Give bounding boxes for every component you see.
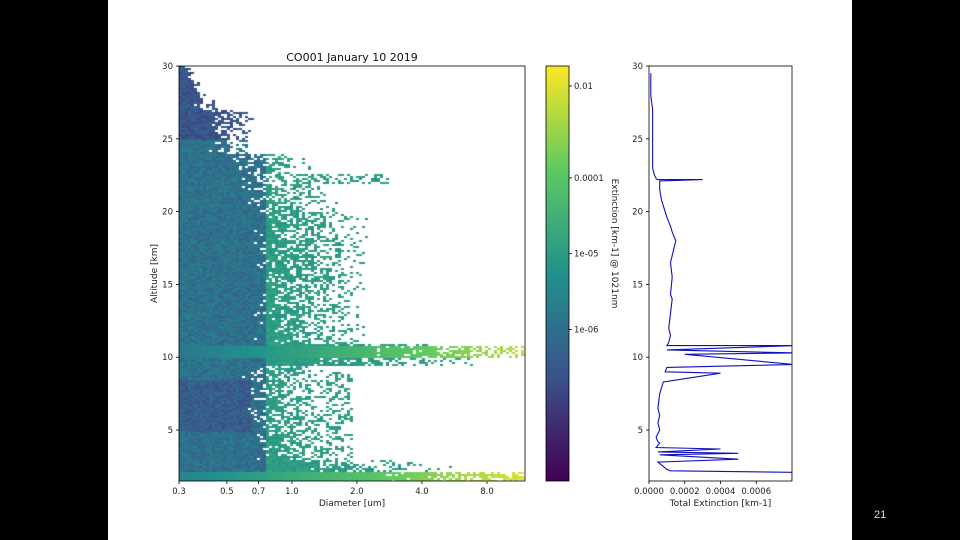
profile-panel: 0.0000 0.0002 0.0004 0.0006 5 10 15 20 25 30 Total… xyxy=(632,62,793,509)
profile-frame xyxy=(648,65,793,482)
profile-x-axis-label: Total Extinction [km-1] xyxy=(669,499,772,509)
page-number: 21 xyxy=(874,509,887,521)
heatmap-y-axis-label: Altitude [km] xyxy=(150,244,160,303)
profile-y-tick-label: 15 xyxy=(632,280,643,290)
profile-y-tick-label: 5 xyxy=(638,426,643,436)
colorbar-tick-label: 0.0001 xyxy=(574,174,604,184)
profile-y-tick-label: 25 xyxy=(632,135,643,145)
heatmap-y-tick-label: 25 xyxy=(162,135,173,145)
profile-x-tick-label: 0.0004 xyxy=(706,487,736,497)
colorbar-tick-label: 1e-05 xyxy=(574,250,599,260)
heatmap-x-tick-label: 0.5 xyxy=(220,487,234,497)
heatmap-x-tick-label: 0.3 xyxy=(172,487,186,497)
heatmap-x-axis-label: Diameter [um] xyxy=(319,499,385,509)
slide: 0.3 0.5 0.7 1.0 2.0 4.0 8.0 5 10 15 20 25 30 CO001 Ja… xyxy=(108,0,852,540)
heatmap-image xyxy=(179,66,525,481)
colorbar-label: Extinction [km-1] @ 1021nm xyxy=(609,179,619,309)
figure: 0.3 0.5 0.7 1.0 2.0 4.0 8.0 5 10 15 20 25 30 CO001 Ja… xyxy=(150,51,793,509)
profile-x-tick-label: 0.0002 xyxy=(670,487,700,497)
heatmap-x-tick-label: 1.0 xyxy=(285,487,299,497)
heatmap-title: CO001 January 10 2019 xyxy=(286,51,418,64)
profile-y-tick-label: 20 xyxy=(632,208,643,218)
heatmap-x-tick-label: 0.7 xyxy=(252,487,266,497)
heatmap-y-tick-label: 10 xyxy=(162,353,173,363)
profile-y-tick-label: 30 xyxy=(632,62,643,72)
heatmap-y-tick-label: 15 xyxy=(162,280,173,290)
profile-line xyxy=(650,73,792,481)
profile-x-tick-label: 0.0000 xyxy=(634,487,664,497)
colorbar-bar xyxy=(545,65,570,482)
heatmap-x-tick-label: 2.0 xyxy=(350,487,364,497)
heatmap-y-tick-label: 30 xyxy=(162,62,173,72)
heatmap-y-tick-label: 5 xyxy=(168,426,173,436)
colorbar: 0.01 0.0001 1e-05 1e-06 Extinction [km-1] @ … xyxy=(545,65,619,482)
heatmap-y-tick-label: 20 xyxy=(162,208,173,218)
heatmap-frame xyxy=(178,65,526,482)
profile-x-tick-label: 0.0006 xyxy=(741,487,771,497)
colorbar-tick-label: 1e-06 xyxy=(574,325,599,335)
heatmap-panel: 0.3 0.5 0.7 1.0 2.0 4.0 8.0 5 10 15 20 25 30 CO001 Ja… xyxy=(150,51,526,509)
colorbar-tick-label: 0.01 xyxy=(574,82,593,92)
heatmap-x-tick-label: 4.0 xyxy=(415,487,429,497)
profile-y-tick-label: 10 xyxy=(632,353,643,363)
heatmap-x-tick-label: 8.0 xyxy=(480,487,494,497)
